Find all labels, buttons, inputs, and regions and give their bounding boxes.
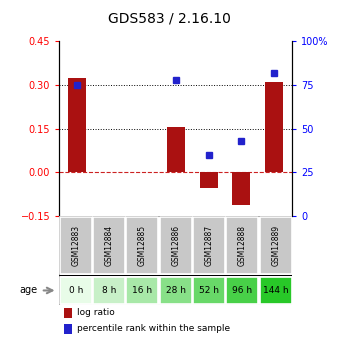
- Text: 8 h: 8 h: [102, 286, 116, 295]
- Bar: [199, 172, 218, 188]
- Bar: [193, 217, 225, 274]
- Text: GDS583 / 2.16.10: GDS583 / 2.16.10: [107, 12, 231, 26]
- Bar: [193, 277, 225, 304]
- Bar: [68, 78, 86, 172]
- Text: 0 h: 0 h: [69, 286, 83, 295]
- Bar: [167, 127, 185, 172]
- Bar: [226, 217, 258, 274]
- Bar: [64, 308, 72, 318]
- Bar: [126, 217, 159, 274]
- Bar: [60, 217, 92, 274]
- Bar: [160, 217, 192, 274]
- Text: 16 h: 16 h: [132, 286, 152, 295]
- Bar: [60, 277, 92, 304]
- Text: log ratio: log ratio: [77, 308, 114, 317]
- Bar: [226, 277, 258, 304]
- Bar: [260, 217, 292, 274]
- Text: GSM12888: GSM12888: [238, 225, 247, 266]
- Bar: [265, 82, 283, 172]
- Text: GSM12884: GSM12884: [105, 225, 114, 266]
- Text: GSM12883: GSM12883: [71, 225, 80, 266]
- Bar: [93, 217, 125, 274]
- Bar: [126, 277, 159, 304]
- Text: 52 h: 52 h: [199, 286, 219, 295]
- Text: percentile rank within the sample: percentile rank within the sample: [77, 324, 230, 334]
- Bar: [233, 172, 250, 205]
- Text: 28 h: 28 h: [166, 286, 186, 295]
- Text: GSM12887: GSM12887: [204, 225, 214, 266]
- Text: age: age: [19, 285, 38, 295]
- Text: GSM12889: GSM12889: [271, 225, 280, 266]
- Text: 144 h: 144 h: [263, 286, 289, 295]
- Bar: [64, 324, 72, 334]
- Bar: [93, 277, 125, 304]
- Bar: [160, 277, 192, 304]
- Text: GSM12886: GSM12886: [171, 225, 180, 266]
- Text: 96 h: 96 h: [232, 286, 252, 295]
- Text: GSM12885: GSM12885: [138, 225, 147, 266]
- Bar: [260, 277, 292, 304]
